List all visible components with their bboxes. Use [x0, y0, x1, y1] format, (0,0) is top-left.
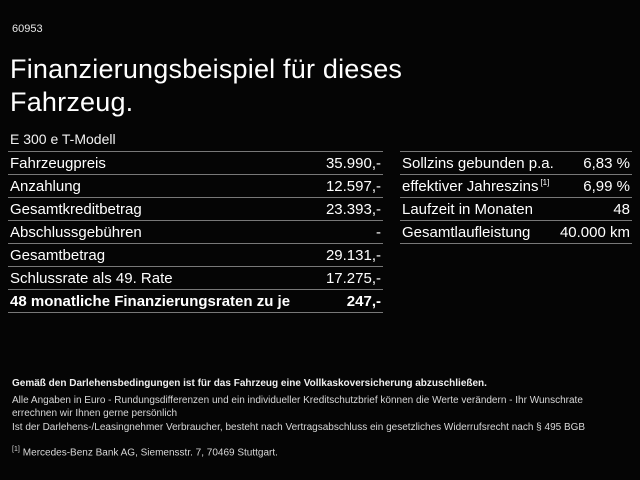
row-value: 29.131,- [325, 246, 381, 264]
page-title: Finanzierungsbeispiel für dieses Fahrzeu… [10, 53, 402, 119]
table-row-monthly-rate: 48 monatliche Finanzierungsraten zu je 2… [8, 289, 383, 312]
row-label: Abschlussgebühren [10, 223, 142, 241]
table-row-closing-fees: Abschlussgebühren - [8, 220, 383, 243]
row-value: 12.597,- [325, 177, 381, 195]
footnote-text: Mercedes-Benz Bank AG, Siemensstr. 7, 70… [22, 447, 278, 459]
row-label: Gesamtbetrag [10, 246, 106, 264]
row-label: Fahrzeugpreis [10, 154, 106, 172]
financing-details-table: Fahrzeugpreis 35.990,- Anzahlung 12.597,… [8, 151, 383, 313]
row-label: effektiver Jahreszins [1] [402, 177, 550, 195]
row-value: 23.393,- [325, 200, 381, 218]
interest-terms-table: Sollzins gebunden p.a. 6,83 % effektiver… [400, 151, 632, 244]
page-title-line1: Finanzierungsbeispiel für dieses [10, 54, 403, 84]
footnote-ref: [1] [540, 177, 550, 187]
offer-number: 60953 [12, 23, 43, 35]
row-value: 247,- [346, 292, 381, 310]
table-row-term-months: Laufzeit in Monaten 48 [400, 197, 632, 220]
row-label: Gesamtkreditbetrag [10, 200, 142, 218]
table-row-total-credit: Gesamtkreditbetrag 23.393,- [8, 197, 383, 220]
row-value: 40.000 km [559, 223, 630, 241]
row-value: - [376, 223, 381, 241]
disclaimer-line: Ist der Darlehens-/Leasingnehmer Verbrau… [12, 421, 586, 433]
disclaimer-line: Alle Angaben in Euro - Rundungsdifferenz… [12, 394, 583, 420]
row-label: Anzahlung [10, 177, 81, 195]
footnote-marker: [1] [12, 446, 20, 453]
table-row-total-mileage: Gesamtlaufleistung 40.000 km [400, 220, 632, 243]
legal-footer: Gemäß den Darlehensbedingungen ist für d… [12, 377, 628, 460]
row-value: 48 [613, 200, 630, 218]
row-value: 6,83 % [583, 154, 630, 172]
table-row-nominal-interest: Sollzins gebunden p.a. 6,83 % [400, 151, 632, 174]
row-label: 48 monatliche Finanzierungsraten zu je [10, 292, 291, 310]
row-label: Sollzins gebunden p.a. [402, 154, 554, 172]
row-value: 17.275,- [325, 269, 381, 287]
row-value: 35.990,- [325, 154, 381, 172]
row-label: Schlussrate als 49. Rate [10, 269, 173, 287]
table-row-down-payment: Anzahlung 12.597,- [8, 174, 383, 197]
table-row-total-amount: Gesamtbetrag 29.131,- [8, 243, 383, 266]
table-row-vehicle-price: Fahrzeugpreis 35.990,- [8, 151, 383, 174]
row-label: Laufzeit in Monaten [402, 200, 533, 218]
page-title-line2: Fahrzeug. [10, 87, 134, 117]
table-row-effective-interest: effektiver Jahreszins [1] 6,99 % [400, 174, 632, 197]
table-row-final-installment: Schlussrate als 49. Rate 17.275,- [8, 266, 383, 289]
row-value: 6,99 % [583, 177, 630, 195]
row-label: Gesamtlaufleistung [402, 223, 531, 241]
footnote: [1] Mercedes-Benz Bank AG, Siemensstr. 7,… [12, 443, 628, 460]
insurance-note: Gemäß den Darlehensbedingungen ist für d… [12, 378, 487, 389]
vehicle-model: E 300 e T-Modell [10, 131, 116, 147]
